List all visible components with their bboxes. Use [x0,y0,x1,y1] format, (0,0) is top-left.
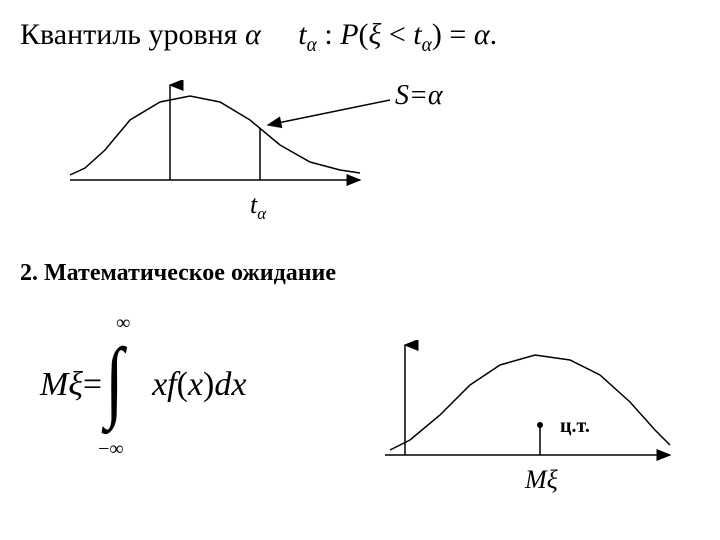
section-2-heading: 2. Математическое ожидание [20,260,336,287]
s-alpha-label: S=α [395,80,443,112]
bell-curve [70,96,360,175]
formula-M: M [40,366,68,404]
integral-sign: ∫ [105,326,123,436]
t-alpha-label: tα [250,190,266,224]
title-t-sub: α [307,35,317,56]
formula-xf: xf [152,366,177,404]
mxi-dot [537,422,543,428]
page-root: Квантиль уровня α tα : P(ξ < tα) = α. [0,0,720,540]
bell-curve-2 [390,355,670,450]
int-lower: −∞ [98,438,124,461]
title-alpha2: α [474,18,490,51]
quantile-chart [60,80,400,210]
formula-close: ) [203,366,214,404]
formula-dx: dx [214,366,246,404]
mxi-xi: ξ [547,465,558,494]
title-t2-sub: α [422,35,432,56]
title-lt: < [381,18,413,51]
expectation-formula: Mξ = ∞ ∫ −∞ xf ( x ) dx [40,310,360,460]
t-alpha-sub: α [257,204,266,223]
formula-open: ( [177,366,188,404]
title-open: ( [359,18,369,51]
title-line: Квантиль уровня α tα : P(ξ < tα) = α. [20,18,497,57]
title-period: . [490,18,498,51]
formula-xi: ξ [68,366,83,404]
s-pointer-arrow [268,100,390,125]
mxi-label: Mξ [525,465,558,495]
title-t2: t [413,18,421,51]
title-colon: : [324,18,340,51]
ct-label: ц.т. [560,415,590,438]
quantile-chart-svg [60,80,400,210]
title-P: P [340,18,358,51]
title-eq: = [442,18,474,51]
title-prefix: Квантиль уровня [20,18,245,51]
title-close: ) [432,18,442,51]
formula-eq: = [83,366,102,404]
title-t: t [298,18,306,51]
formula-x: x [188,366,203,404]
title-alpha: α [245,18,261,51]
mxi-M: M [525,465,547,494]
title-xi: ξ [369,18,382,51]
